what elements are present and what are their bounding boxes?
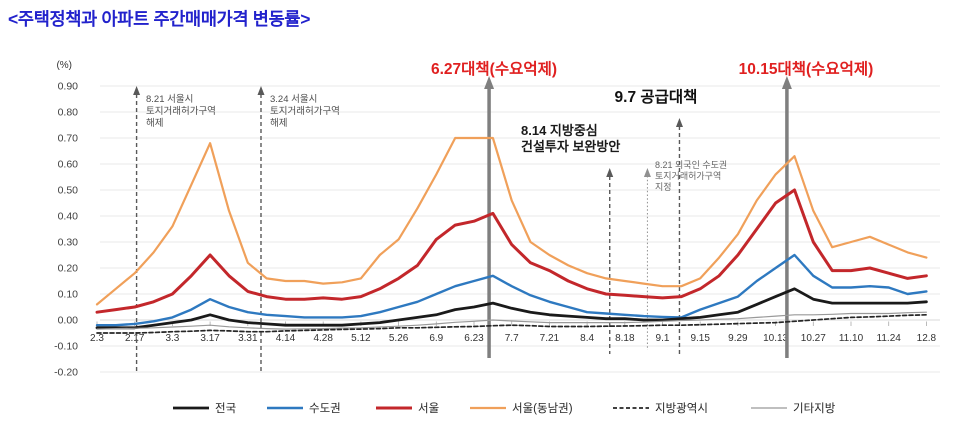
y-tick-label-0.10: 0.10 [58, 289, 79, 301]
x-tick-label-10.13: 10.13 [763, 333, 788, 344]
x-tick-label-9.1: 9.1 [656, 333, 670, 344]
x-tick-label-3.3: 3.3 [165, 333, 179, 344]
x-tick-label-10.27: 10.27 [801, 333, 826, 344]
annotation-1015-policy: 10.15대책(수요억제) [739, 59, 874, 78]
legend-label-seoul: 서울 [418, 402, 439, 415]
x-tick-label-5.26: 5.26 [389, 333, 409, 344]
y-tick-label-0.00: 0.00 [58, 315, 79, 327]
annotation-814-regional-investment-plan: 8.14 지방중심 건설투자 보완방안 [521, 123, 620, 154]
y-tick-label--0.10: -0.10 [54, 341, 78, 353]
y-tick-label-0.30: 0.30 [58, 237, 79, 249]
annotation-97-supply-policy: 9.7 공급대책 [615, 88, 698, 106]
series-line-seoul [95, 188, 928, 314]
legend-label-seoul-southeast: 서울(동남권) [512, 402, 573, 415]
series-line-seoul-southeast [95, 136, 928, 306]
x-tick-label-8.4: 8.4 [580, 333, 594, 344]
x-tick-label-3.17: 3.17 [200, 333, 220, 344]
legend-label-other-regions: 기타지방 [793, 402, 836, 415]
series-line-capital-area [95, 253, 928, 327]
x-tick-label-2.3: 2.3 [90, 333, 104, 344]
vline-arrowhead-821-seoul-release [133, 86, 141, 95]
series-line-other-regions [96, 311, 928, 330]
x-tick-label-6.23: 6.23 [464, 333, 484, 344]
annotation-324-seoul-release: 3.24 서울시 토지거래허가구역 해제 [270, 94, 340, 129]
x-tick-label-7.21: 7.21 [540, 333, 560, 344]
vline-arrowhead-97-supply-policy [675, 118, 683, 127]
annotation-627-policy: 6.27대책(수요억제) [431, 59, 557, 78]
vline-arrowhead-627-policy [484, 76, 495, 89]
axis-unit-label: (%) [56, 60, 72, 71]
x-tick-label-9.29: 9.29 [728, 333, 748, 344]
series-line-regional-metros [96, 313, 928, 334]
y-tick-label--0.20: -0.20 [54, 367, 78, 379]
vline-arrowhead-821-foreigner-permit-zone [643, 168, 651, 177]
vline-arrowhead-324-seoul-release [257, 86, 265, 95]
y-tick-label-0.40: 0.40 [58, 211, 79, 223]
x-tick-label-4.28: 4.28 [313, 333, 333, 344]
x-tick-label-9.15: 9.15 [690, 333, 710, 344]
x-tick-label-5.12: 5.12 [351, 333, 371, 344]
y-tick-label-0.90: 0.90 [58, 81, 79, 93]
legend-label-regional-metros: 지방광역시 [655, 402, 708, 415]
y-tick-label-0.70: 0.70 [58, 133, 79, 145]
y-tick-label-0.50: 0.50 [58, 185, 79, 197]
y-tick-label-0.80: 0.80 [58, 107, 79, 119]
x-tick-label-12.8: 12.8 [917, 333, 937, 344]
x-tick-label-7.7: 7.7 [505, 333, 519, 344]
y-tick-label-0.20: 0.20 [58, 263, 79, 275]
page-title: <주택정책과 아파트 주간매매가격 변동률> [8, 9, 311, 29]
x-tick-label-2.17: 2.17 [125, 333, 145, 344]
legend-label-capital-area: 수도권 [309, 402, 341, 415]
x-tick-label-4.14: 4.14 [276, 333, 296, 344]
annotation-821-foreigner-permit-zone: 8.21 외국인 수도권 토지거래허가구역 지정 [655, 159, 727, 192]
series-line-national [95, 287, 928, 330]
x-tick-label-6.9: 6.9 [429, 333, 443, 344]
x-tick-label-11.24: 11.24 [877, 333, 902, 344]
x-tick-label-8.18: 8.18 [615, 333, 635, 344]
vline-arrowhead-814-regional-investment-plan [606, 168, 614, 177]
x-tick-label-3.31: 3.31 [238, 333, 258, 344]
y-tick-label-0.60: 0.60 [58, 159, 79, 171]
annotation-821-seoul-release: 8.21 서울시 토지거래허가구역 해제 [146, 94, 216, 129]
legend-label-national: 전국 [215, 402, 236, 415]
x-tick-label-11.10: 11.10 [839, 333, 864, 344]
vline-arrowhead-1015-policy [781, 76, 792, 89]
